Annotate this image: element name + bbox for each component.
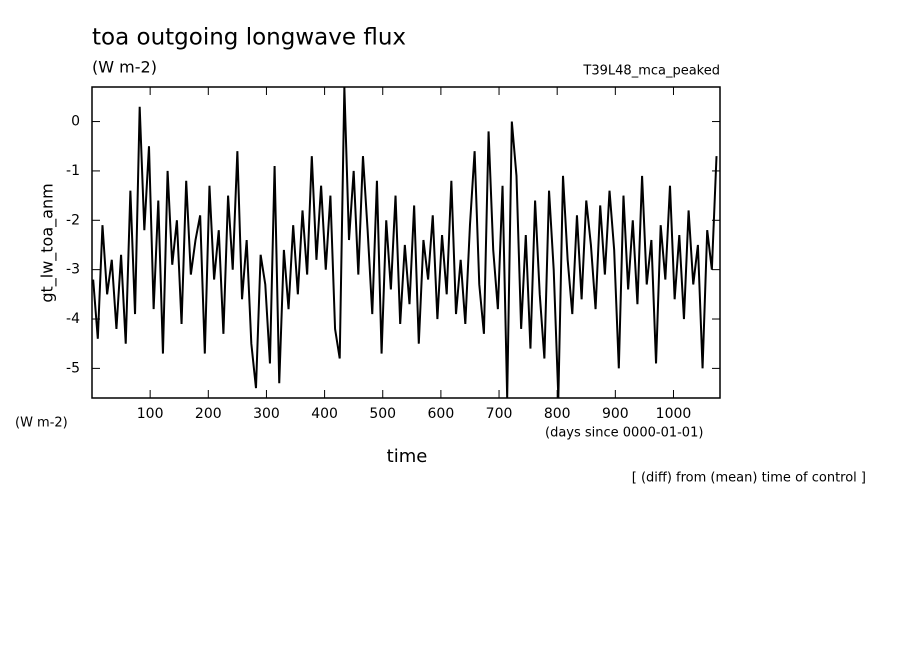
run-label: T39L48_mca_peaked xyxy=(582,64,720,79)
data-line xyxy=(92,86,718,399)
x-tick-label: 200 xyxy=(195,406,222,422)
y-axis-label: gt_lw_toa_anm xyxy=(38,183,58,302)
y-units: (W m-2) xyxy=(15,416,68,431)
y-tick-label: -5 xyxy=(66,360,80,376)
chart-subtitle: (W m-2) xyxy=(92,58,157,77)
x-tick-label: 900 xyxy=(602,406,629,422)
x-tick-label: 800 xyxy=(544,406,571,422)
note: [ (diff) from (mean) time of control ] xyxy=(632,471,866,486)
x-tick-label: 300 xyxy=(253,406,280,422)
x-tick-label: 700 xyxy=(486,406,513,422)
x-units: (days since 0000-01-01) xyxy=(545,426,703,441)
y-tick-label: 0 xyxy=(71,114,80,130)
x-axis-label: time xyxy=(387,446,428,467)
y-tick-label: -4 xyxy=(66,311,80,327)
x-tick-label: 400 xyxy=(311,406,338,422)
x-tick-label: 100 xyxy=(137,406,164,422)
y-tick-label: -1 xyxy=(66,163,80,179)
x-tick-label: 1000 xyxy=(656,406,692,422)
plot-frame xyxy=(91,86,721,399)
x-tick-label: 600 xyxy=(428,406,455,422)
y-tick-label: -3 xyxy=(66,262,80,278)
y-tick-label: -2 xyxy=(66,212,80,228)
x-tick-label: 500 xyxy=(369,406,396,422)
chart-title: toa outgoing longwave flux xyxy=(92,25,406,51)
